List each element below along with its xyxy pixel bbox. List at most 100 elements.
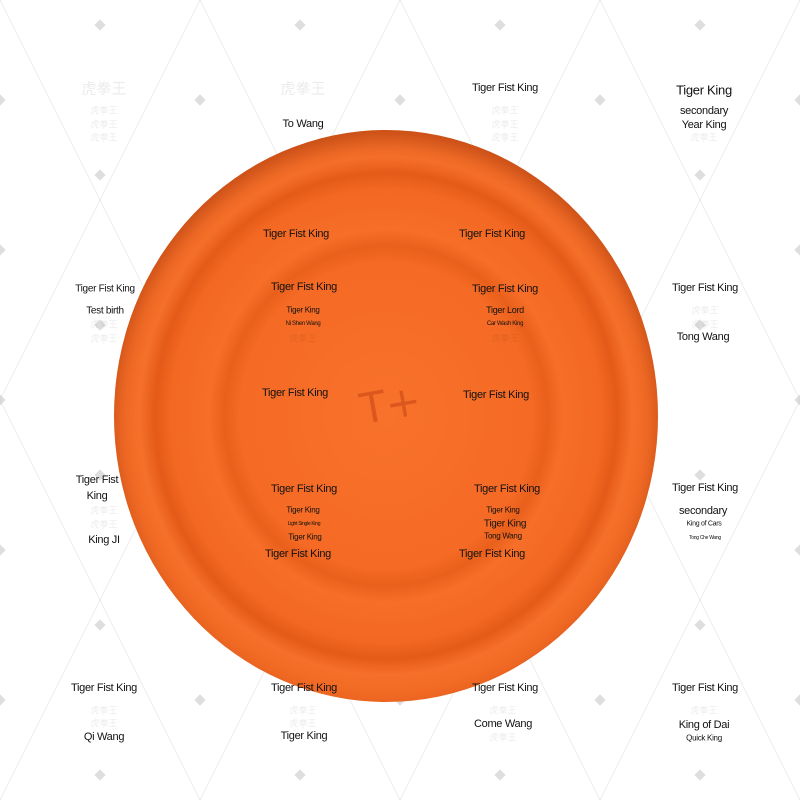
overlay-label: Tiger Fist King [671,482,739,494]
diamond-mark [794,244,800,256]
diamond-mark [194,94,206,106]
watermark-text: 虎拳王 [690,133,718,144]
watermark-text: 虎拳王 [90,506,118,517]
diamond-mark [494,769,506,781]
overlay-label: King of Cars [686,520,722,528]
overlay-label: Tiger Fist King [671,682,739,694]
overlay-label: Tong Wang [676,331,730,343]
watermark-text: 虎拳王 [491,120,519,131]
overlay-label: Tiger King [280,730,328,742]
watermark-text: 虎拳王 [90,719,118,730]
diamond-mark [594,694,606,706]
overlay-label: Car Wash King [486,321,524,327]
watermark-text: 虎拳王 [81,79,127,98]
diamond-mark [294,19,306,31]
watermark-text: 虎拳王 [90,133,118,144]
overlay-label: Tiger King [486,505,520,515]
diamond-mark [794,544,800,556]
overlay-label: To Wang [282,118,324,130]
overlay-label: Quick King [686,733,722,743]
embossed-logo: T+ [356,375,425,434]
watermark-text: 虎拳王 [491,133,519,144]
overlay-label: Tiger Fist King [671,282,739,294]
overlay-label: Tiger King [483,518,527,530]
diamond-mark [794,394,800,406]
overlay-label: secondary [679,105,729,117]
watermark-text: 虎拳王 [289,719,317,730]
overlay-label: Tiger Fist King [75,283,135,295]
diamond-mark [694,619,706,631]
overlay-label: Tiger Fist King [462,389,530,401]
overlay-label: Tiger Fist King [70,682,138,694]
orange-disc [114,130,658,702]
overlay-label: King [86,490,108,502]
overlay-label: Tiger Fist King [471,283,539,295]
diamond-mark [0,544,6,556]
diamond-mark [0,694,6,706]
overlay-label: Tong Wang [484,531,522,541]
diamond-mark [194,694,206,706]
overlay-label: Tiger Fist King [270,281,338,293]
overlay-label: King of Dai [678,719,730,731]
overlay-label: Tiger Fist King [270,483,338,495]
diamond-mark [394,94,406,106]
watermark-text: 虎拳王 [491,106,519,117]
watermark-text: 虎拳王 [491,334,519,345]
overlay-label: Tiger Fist King [473,483,541,495]
overlay-label: Come Wang [473,718,533,730]
watermark-text: 虎拳王 [690,706,718,717]
diamond-mark [94,769,106,781]
overlay-label: Tiger King [676,82,732,98]
overlay-label: King JI [88,534,120,546]
watermark-text: 虎拳王 [280,79,326,98]
watermark-text: 虎拳王 [90,706,118,717]
grid-line [0,398,201,800]
watermark-text: 虎拳王 [691,306,719,317]
overlay-label: Light Single King [287,521,321,527]
overlay-label: Tiger King [286,505,320,515]
overlay-label: Test birth [86,305,124,317]
grid-line [0,0,201,402]
diamond-mark [494,19,506,31]
watermark-text: 虎拳王 [90,520,118,531]
grid-line [599,398,800,800]
diamond-mark [794,694,800,706]
overlay-label: Tiger Fist King [458,228,526,240]
overlay-label: Tiger King [286,305,320,315]
grid-line [599,0,800,402]
diamond-mark [94,169,106,181]
watermark-text: 虎拳王 [691,320,719,331]
overlay-label: Ni Shen Wang [285,321,321,327]
watermark-text: 虎拳王 [489,706,517,717]
diamond-mark [294,769,306,781]
diamond-mark [694,169,706,181]
watermark-text: 虎拳王 [90,334,118,345]
overlay-label: Tiger Fist King [264,548,332,560]
diamond-mark [0,244,6,256]
diamond-mark [794,94,800,106]
overlay-label: Tiger Fist King [458,548,526,560]
overlay-label: Tiger Fist King [262,228,330,240]
watermark-text: 虎拳王 [90,120,118,131]
diamond-mark [594,94,606,106]
overlay-label: Tiger Fist King [471,82,539,94]
overlay-label: Tiger Fist King [270,682,338,694]
overlay-label: Tiger King [288,532,322,542]
watermark-text: 虎拳王 [289,334,317,345]
overlay-label: Tiger Lord [486,305,524,315]
overlay-label: Qi Wang [83,731,125,743]
overlay-label: Tiger Fist King [471,682,539,694]
watermark-text: 虎拳王 [489,733,517,744]
watermark-text: 虎拳王 [90,106,118,117]
diamond-mark [0,94,6,106]
overlay-label: secondary [678,505,728,517]
diamond-mark [694,319,706,331]
diamond-mark [0,394,6,406]
diamond-mark [694,19,706,31]
diamond-mark [694,769,706,781]
diamond-mark [94,19,106,31]
overlay-label: Tiger Fist [75,474,119,486]
watermark-text: 虎拳王 [90,320,118,331]
overlay-label: Tiger Fist King [261,387,329,399]
overlay-label: Year King [681,119,727,131]
